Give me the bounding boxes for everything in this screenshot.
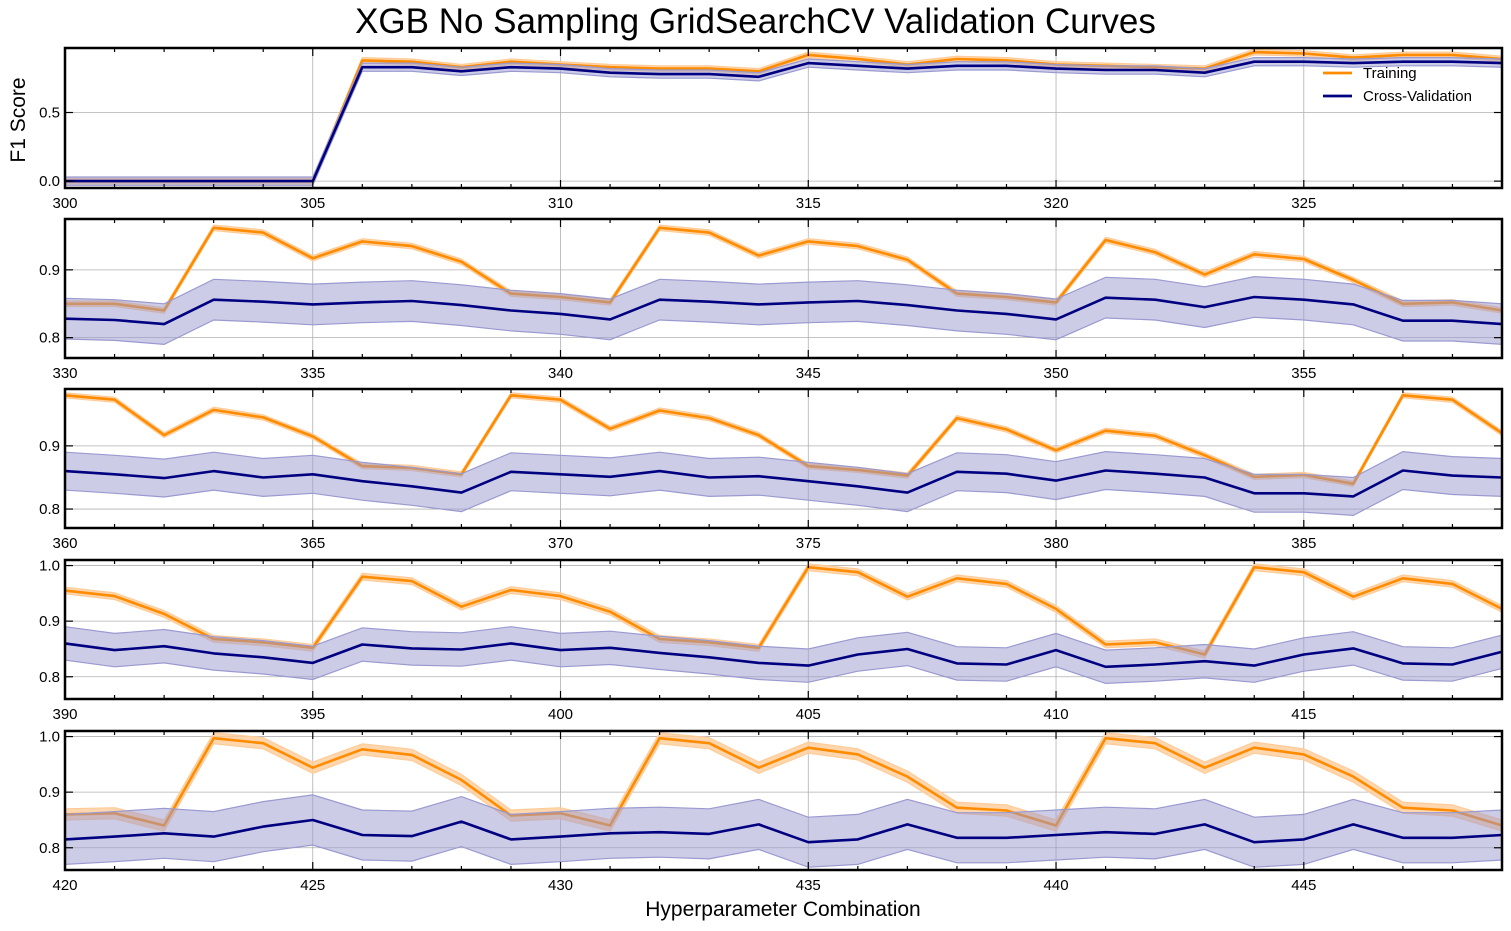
- legend-label: Training: [1363, 65, 1417, 82]
- training-line: [65, 226, 1503, 312]
- x-tick-label: 385: [1291, 535, 1316, 552]
- x-tick-label: 350: [1044, 365, 1069, 382]
- panel-5: [63, 729, 1504, 872]
- x-tick-label: 420: [52, 877, 77, 894]
- panel-frame: [63, 387, 1504, 530]
- y-tick-label: 0.8: [39, 669, 60, 686]
- x-tick-label: 415: [1291, 706, 1316, 723]
- cv-band: [64, 275, 1503, 346]
- x-tick-label: 405: [796, 706, 821, 723]
- y-tick-label: 0.9: [39, 262, 60, 279]
- x-tick-label: 410: [1044, 706, 1069, 723]
- legend-label: Cross-Validation: [1363, 88, 1472, 105]
- x-tick-label: 340: [548, 365, 573, 382]
- cv-band: [64, 450, 1503, 517]
- cv-line: [65, 60, 1503, 183]
- cv-band: [64, 57, 1503, 186]
- x-tick-label: 365: [300, 535, 325, 552]
- x-tick-label: 430: [548, 877, 573, 894]
- y-axis-label: F1 Score: [7, 77, 30, 162]
- y-tick-label: 0.8: [39, 501, 60, 518]
- x-tick-label: 305: [300, 195, 325, 212]
- x-tick-label: 440: [1044, 877, 1069, 894]
- training-line: [64, 736, 1503, 827]
- x-tick-label: 320: [1044, 195, 1069, 212]
- cv-line: [64, 469, 1503, 498]
- x-tick-label: 310: [548, 195, 573, 212]
- y-tick-label: 1.0: [39, 558, 60, 575]
- x-tick-label: 360: [52, 535, 77, 552]
- x-tick-label: 330: [52, 365, 77, 382]
- x-tick-label: 355: [1291, 365, 1316, 382]
- cv-line: [64, 295, 1503, 326]
- legend: Training Cross-Validation: [1323, 65, 1472, 105]
- chart-title: XGB No Sampling GridSearchCV Validation …: [355, 2, 1156, 41]
- cv-line: [64, 642, 1503, 669]
- x-tick-label: 445: [1291, 877, 1316, 894]
- x-axis-label: Hyperparameter Combination: [645, 898, 920, 921]
- panel-4: [63, 558, 1504, 701]
- x-tick-label: 315: [796, 195, 821, 212]
- panel-3: [63, 387, 1504, 530]
- panel-frame: [63, 46, 1504, 190]
- x-tick-label: 435: [796, 877, 821, 894]
- x-tick-label: 425: [300, 877, 325, 894]
- y-tick-label: 0.0: [39, 173, 60, 190]
- x-tick-label: 375: [796, 535, 821, 552]
- x-tick-label: 335: [300, 365, 325, 382]
- panel-frame: [63, 217, 1504, 360]
- y-tick-label: 0.9: [39, 438, 60, 455]
- x-tick-label: 380: [1044, 535, 1069, 552]
- panel-frame: [63, 729, 1504, 872]
- cv-band: [64, 794, 1503, 868]
- x-tick-label: 300: [52, 195, 77, 212]
- x-tick-label: 400: [548, 706, 573, 723]
- y-tick-label: 0.8: [39, 840, 60, 857]
- panel-2: [63, 217, 1504, 360]
- y-tick-label: 1.0: [39, 729, 60, 746]
- y-tick-label: 0.9: [39, 613, 60, 630]
- x-tick-label: 325: [1291, 195, 1316, 212]
- x-tick-label: 370: [548, 535, 573, 552]
- panel-frame: [63, 558, 1504, 701]
- x-tick-label: 345: [796, 365, 821, 382]
- y-tick-label: 0.9: [39, 784, 60, 801]
- x-tick-label: 390: [52, 706, 77, 723]
- y-tick-label: 0.5: [39, 105, 60, 122]
- panel-1: [63, 46, 1504, 190]
- x-tick-label: 395: [300, 706, 325, 723]
- cv-band: [64, 626, 1503, 685]
- y-tick-label: 0.8: [39, 330, 60, 347]
- cv-line: [64, 818, 1503, 844]
